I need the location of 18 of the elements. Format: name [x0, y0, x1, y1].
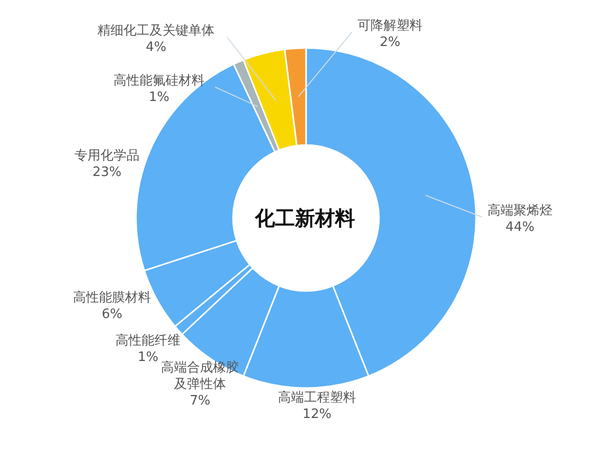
data-label: 2% [380, 35, 400, 50]
data-label: 12% [302, 407, 332, 422]
slice-label: 高性能纤维 [116, 332, 180, 349]
slice-label: 高端聚烯烃 [488, 202, 552, 219]
slice-label: 专用化学品 [74, 148, 140, 164]
data-label: 44% [506, 220, 534, 236]
data-label: 7% [190, 394, 210, 409]
slice-label: 精细化工及关键单体 [98, 24, 214, 39]
slice-label: 高性能氟硅材料 [114, 72, 204, 89]
slice-label: 可降解塑料 [358, 18, 422, 34]
slice-label: 高性能膜材料 [73, 290, 151, 306]
data-label: 23% [92, 165, 122, 180]
data-label: 1% [148, 90, 170, 106]
slice-label: 高端工程塑料 [278, 390, 356, 406]
data-label: 4% [146, 40, 166, 56]
data-label: 6% [102, 307, 122, 322]
data-label: 1% [138, 350, 158, 366]
text: 化工新材料 [254, 206, 355, 230]
